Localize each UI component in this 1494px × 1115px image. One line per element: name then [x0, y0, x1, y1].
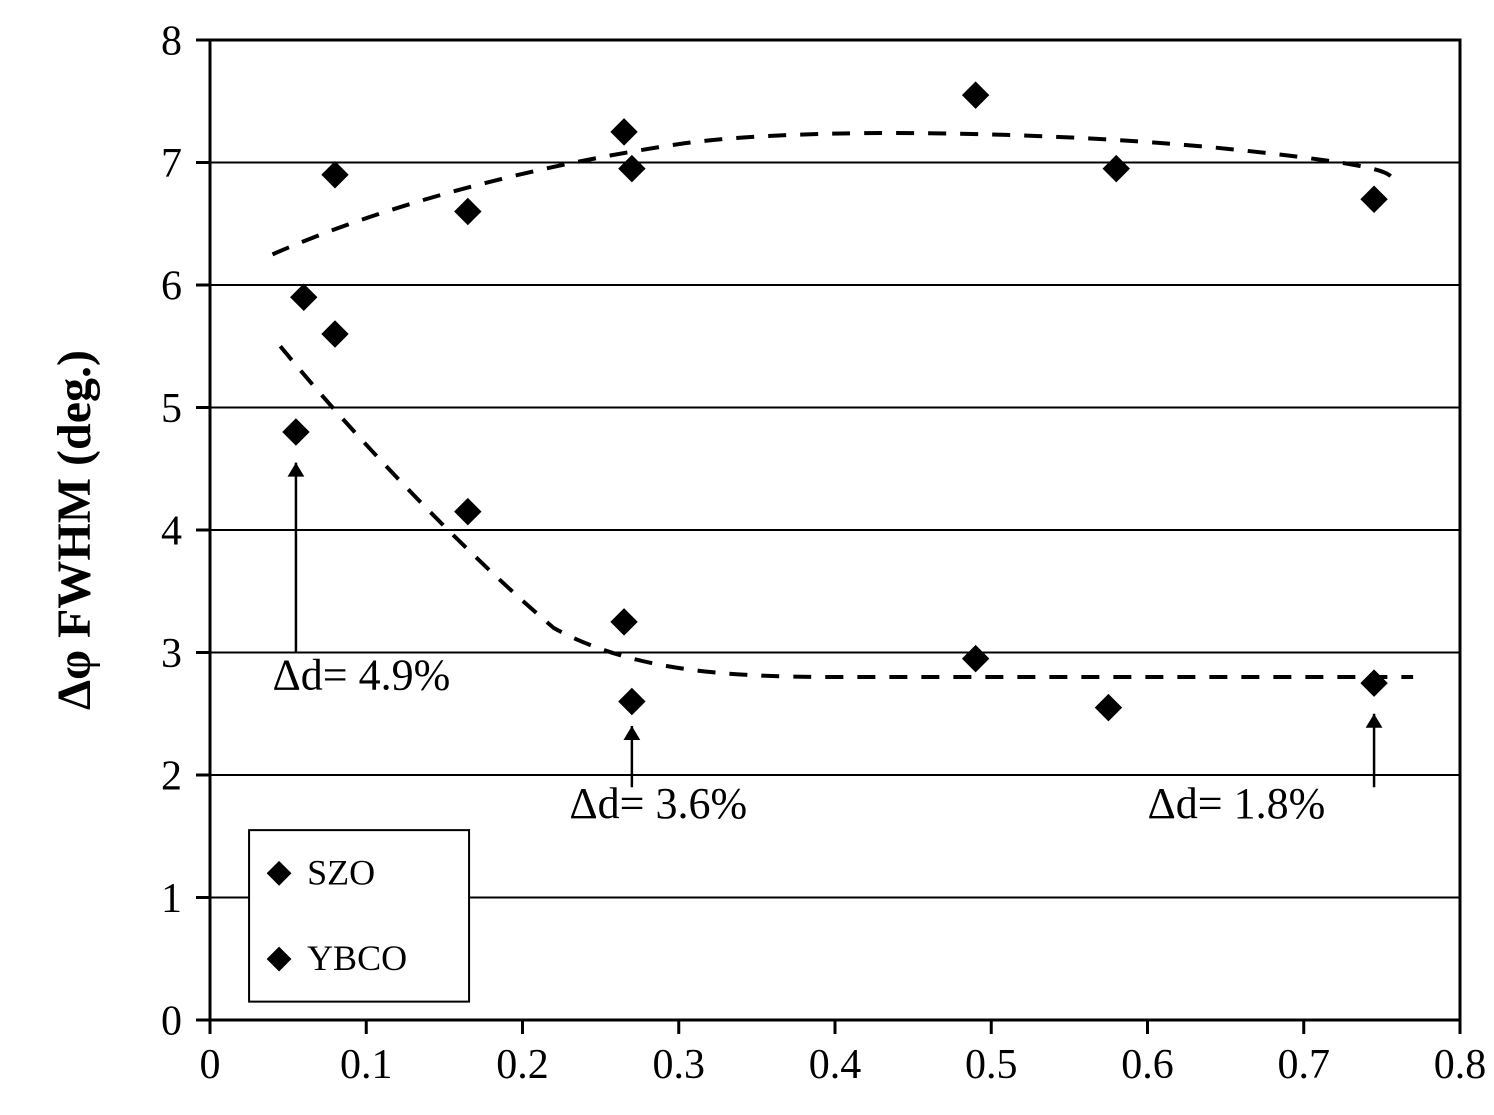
x-tick-label: 0.2 [496, 1042, 549, 1088]
x-tick-label: 0.6 [1121, 1042, 1174, 1088]
y-tick-label: 6 [161, 264, 182, 310]
y-tick-label: 2 [161, 754, 182, 800]
x-tick-label: 0.5 [965, 1042, 1018, 1088]
x-tick-label: 0.7 [1278, 1042, 1331, 1088]
y-tick-label: 3 [161, 631, 182, 677]
legend-item-label: SZO [307, 852, 375, 892]
annotation-label: Δd= 3.6% [569, 779, 747, 828]
y-axis-title: Δφ FWHM (deg.) [48, 350, 101, 710]
chart-container: 0 0.1 0.2 0.3 0.4 0.5 0.6 0.7 0.8 0 1 2 3 4 5 6 7 8 Δφ FWH… [0, 0, 1494, 1115]
x-tick-label: 0.3 [653, 1042, 706, 1088]
fwhm-scatter-chart: 0 0.1 0.2 0.3 0.4 0.5 0.6 0.7 0.8 0 1 2 3 4 5 6 7 8 Δφ FWH… [0, 0, 1494, 1115]
annotation-label: Δd= 1.8% [1148, 779, 1326, 828]
y-tick-label: 4 [161, 509, 182, 555]
y-tick-label: 1 [161, 876, 182, 922]
legend-item-label: YBCO [307, 938, 407, 978]
y-tick-label: 7 [161, 141, 182, 187]
annotation-label: Δd= 4.9% [273, 650, 451, 699]
x-tick-label: 0 [200, 1042, 221, 1088]
y-tick-label: 8 [161, 19, 182, 65]
y-tick-label: 5 [161, 386, 182, 432]
x-tick-label: 0.4 [809, 1042, 862, 1088]
chart-background [0, 0, 1494, 1115]
x-tick-label: 0.8 [1434, 1042, 1487, 1088]
y-tick-label: 0 [161, 999, 182, 1045]
x-tick-label: 0.1 [340, 1042, 393, 1088]
